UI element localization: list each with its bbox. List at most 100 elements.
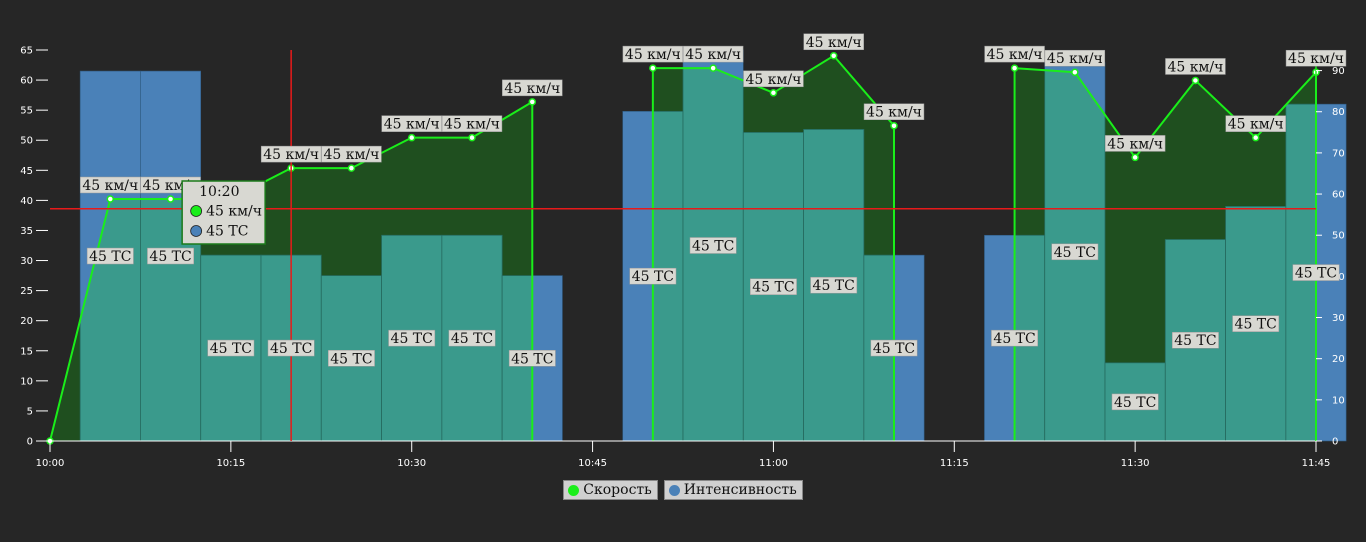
y-left-tick-label-4: 20 [20, 316, 33, 327]
y-left-tick-label-13: 65 [20, 46, 33, 57]
bar-label-3-text: 45 ТС [270, 341, 312, 357]
bar-label-12: 45 ТС [871, 340, 917, 357]
speed-label-1-0-text: 45 км/ч [625, 47, 681, 63]
bar-label-3: 45 ТС [268, 340, 314, 357]
bar-label-13-text: 45 ТС [993, 331, 1035, 347]
x-tick-label-7: 11:45 [1302, 458, 1331, 469]
tooltip-intensity-swatch [191, 226, 202, 237]
bar-label-16-text: 45 ТС [1174, 333, 1216, 349]
bar-label-15: 45 ТС [1112, 394, 1158, 411]
speed-point-0-7 [469, 135, 475, 141]
bar-label-11: 45 ТС [811, 277, 857, 294]
bar-label-13: 45 ТС [991, 330, 1037, 347]
speed-label-2-2: 45 км/ч [1105, 135, 1165, 152]
y-right-tick-label-7: 70 [1332, 148, 1345, 159]
bar-label-16: 45 ТС [1172, 332, 1218, 349]
speed-label-2-5: 45 км/ч [1286, 50, 1346, 67]
tooltip-speed-swatch [191, 206, 202, 217]
bar-label-18-text: 45 ТС [1295, 266, 1337, 282]
bar-label-14: 45 ТС [1052, 244, 1098, 261]
bar-label-6: 45 ТС [449, 330, 495, 347]
y-right-tick-label-0: 0 [1332, 437, 1338, 448]
speed-label-1-4: 45 км/ч [864, 104, 924, 121]
speed-label-0-4: 45 км/ч [261, 146, 321, 163]
y-right-tick-label-2: 20 [1332, 354, 1345, 365]
y-right-tick-label-6: 60 [1332, 190, 1345, 201]
y-right-tick-label-9: 90 [1332, 66, 1345, 77]
bar-label-7: 45 ТС [509, 350, 555, 367]
speed-label-1-0: 45 км/ч [623, 46, 683, 63]
bar-label-5: 45 ТС [389, 330, 435, 347]
speed-label-2-5-text: 45 км/ч [1288, 51, 1344, 67]
x-tick-label-1: 10:15 [216, 458, 245, 469]
speed-point-2-3 [1192, 77, 1198, 83]
tooltip-intensity: 45 ТС [206, 224, 248, 240]
speed-point-0-1 [107, 196, 113, 202]
y-left-tick-label-11: 55 [20, 106, 33, 117]
y-left-tick-label-6: 30 [20, 256, 33, 267]
speed-label-1-3-text: 45 км/ч [806, 35, 862, 51]
speed-label-0-1-text: 45 км/ч [82, 178, 138, 194]
speed-label-1-1-text: 45 км/ч [685, 47, 741, 63]
y-left-tick-label-3: 15 [20, 346, 33, 357]
legend: Скорость Интенсивность [0, 480, 1366, 500]
speed-label-0-7-text: 45 км/ч [444, 117, 500, 133]
bar-label-10-text: 45 ТС [752, 280, 794, 296]
speed-label-2-4-text: 45 км/ч [1228, 117, 1284, 133]
speed-label-1-1: 45 км/ч [683, 46, 743, 63]
speed-label-2-3: 45 км/ч [1165, 58, 1225, 75]
speed-point-2-2 [1132, 154, 1138, 160]
speed-point-1-0 [650, 65, 656, 71]
speed-label-2-4: 45 км/ч [1226, 116, 1286, 133]
speed-point-0-5 [348, 165, 354, 171]
bar-label-4: 45 ТС [328, 350, 374, 367]
speed-label-2-0: 45 км/ч [985, 46, 1045, 63]
bar-label-17: 45 ТС [1233, 316, 1279, 333]
y-left-tick-label-12: 60 [20, 76, 33, 87]
speed-label-1-3: 45 км/ч [804, 34, 864, 51]
speed-label-0-5-text: 45 км/ч [323, 147, 379, 163]
speed-label-0-8-text: 45 км/ч [504, 81, 560, 97]
speed-label-0-4-text: 45 км/ч [263, 147, 319, 163]
legend-item-intensity[interactable]: Интенсивность [664, 480, 803, 500]
speed-label-0-7: 45 км/ч [442, 116, 502, 133]
speed-point-2-1 [1072, 69, 1078, 75]
bar-label-1-text: 45 ТС [149, 249, 191, 265]
x-tick-label-5: 11:15 [940, 458, 969, 469]
bar-label-18: 45 ТС [1293, 265, 1339, 282]
x-tick-label-3: 10:45 [578, 458, 607, 469]
speed-label-1-2: 45 км/ч [743, 71, 803, 88]
bar-label-0: 45 ТС [87, 248, 133, 265]
y-left-tick-label-8: 40 [20, 196, 33, 207]
bar-label-9: 45 ТС [690, 238, 736, 255]
speed-label-2-1-text: 45 км/ч [1047, 51, 1103, 67]
tooltip: 10:20 45 км/ч 45 ТС [182, 181, 265, 244]
x-tick-label-0: 10:00 [36, 458, 65, 469]
tooltip-speed: 45 км/ч [206, 204, 262, 220]
speed-point-0-8 [529, 99, 535, 105]
y-left-tick-label-9: 45 [20, 166, 33, 177]
y-left-tick-label-5: 25 [20, 286, 33, 297]
speed-label-2-0-text: 45 км/ч [987, 47, 1043, 63]
speed-label-0-6: 45 км/ч [382, 116, 442, 133]
bar-label-10: 45 ТС [750, 279, 796, 296]
x-tick-label-4: 11:00 [759, 458, 788, 469]
speed-point-1-1 [710, 65, 716, 71]
tooltip-time: 10:20 [199, 184, 239, 200]
bar-label-2: 45 ТС [208, 340, 254, 357]
speed-label-0-6-text: 45 км/ч [384, 117, 440, 133]
speed-point-1-3 [831, 53, 837, 59]
legend-label-speed: Скорость [583, 482, 652, 498]
bar-label-15-text: 45 ТС [1114, 395, 1156, 411]
legend-item-speed[interactable]: Скорость [563, 480, 658, 500]
y-left-tick-label-1: 5 [27, 406, 33, 417]
bar-label-1: 45 ТС [147, 248, 193, 265]
x-tick-label-6: 11:30 [1121, 458, 1150, 469]
speed-label-0-5: 45 км/ч [321, 146, 381, 163]
legend-label-intensity: Интенсивность [684, 482, 797, 498]
bar-label-11-text: 45 ТС [813, 278, 855, 294]
speed-point-1-4 [891, 123, 897, 129]
speed-label-2-3-text: 45 км/ч [1167, 59, 1223, 75]
bar-label-8-text: 45 ТС [632, 269, 674, 285]
